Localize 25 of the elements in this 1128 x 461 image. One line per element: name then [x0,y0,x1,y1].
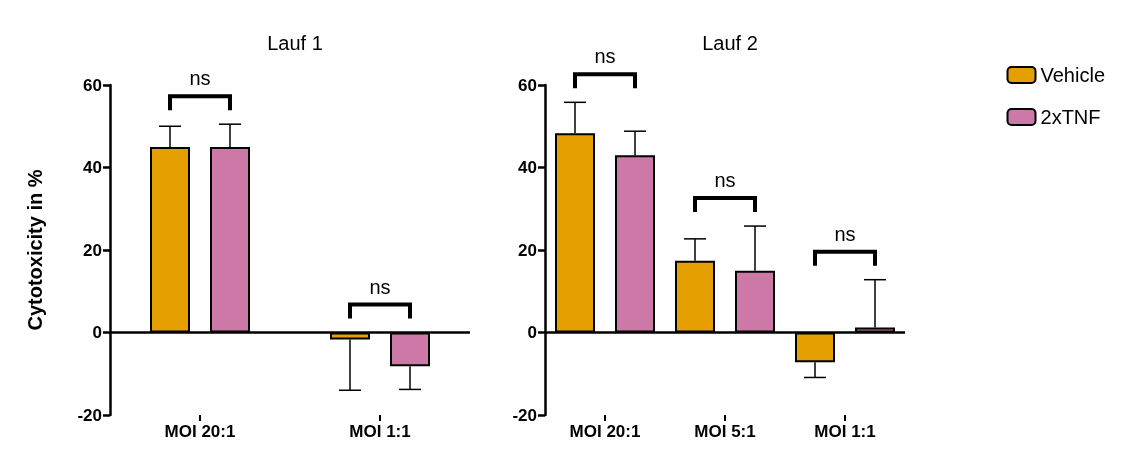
y-tick-label: 40 [83,158,102,177]
y-tick-label: 0 [92,323,102,342]
annotation: ns [714,169,736,192]
y-tick-label: 40 [518,158,537,177]
y-tick-label: 20 [83,240,102,260]
text: ns [594,45,616,68]
legend-label: 2xTNF [1040,106,1101,128]
x-tick-label: MOI 20:1 [569,422,641,441]
y-tick-label: -20 [77,405,102,425]
y-tick-label: 60 [518,75,537,95]
y-tick-label: 20 [518,240,537,260]
annotation: ns [189,67,211,90]
x-tick-label: MOI 20:1 [164,422,236,441]
annotation: ns [369,275,391,298]
y-axis-title: Cytotoxicity in % [24,169,46,331]
y-tick-label: 60 [83,75,102,95]
y-tick-label: 0 [527,323,537,342]
x-tick-label: MOI 1:1 [814,422,876,441]
chart-title: Lauf 2 [702,32,758,54]
y-tick-label: -20 [512,405,537,425]
annotation: ns [834,222,856,245]
x-tick-label: MOI 5:1 [694,422,756,441]
chart-title: Lauf 1 [267,32,323,54]
legend-label: Vehicle [1040,64,1106,86]
x-tick-label: MOI 1:1 [349,422,411,441]
